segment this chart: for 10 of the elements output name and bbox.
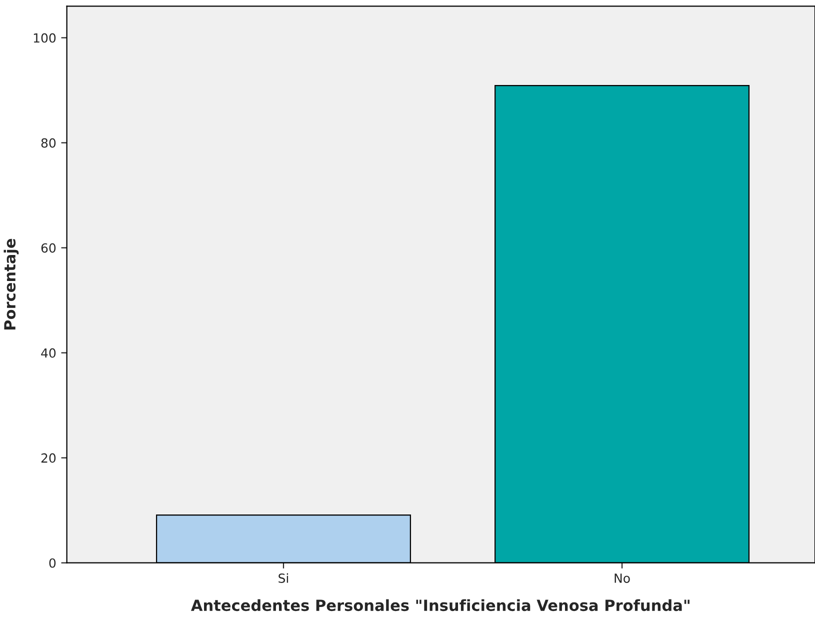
y-axis-title: Porcentaje bbox=[4, 238, 19, 330]
y-tick-label: 60 bbox=[41, 243, 56, 253]
x-tick-label: No bbox=[614, 574, 630, 583]
y-tick-label: 40 bbox=[41, 348, 56, 358]
y-tick-label: 0 bbox=[49, 558, 56, 568]
y-tick-label: 100 bbox=[34, 33, 56, 43]
x-tick-label: Si bbox=[278, 573, 288, 583]
y-tick-label: 20 bbox=[41, 453, 56, 463]
y-tick-label: 80 bbox=[41, 138, 56, 148]
x-axis-title: Antecedentes Personales "Insuficiencia Venosa Profunda" bbox=[190, 599, 690, 612]
